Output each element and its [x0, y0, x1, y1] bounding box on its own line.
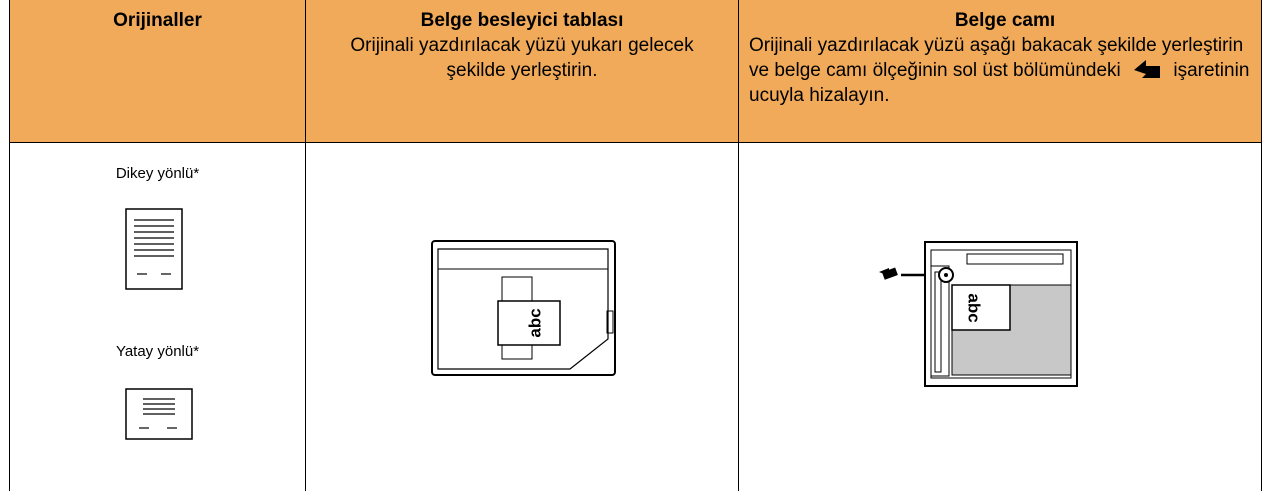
portrait-icon	[125, 208, 183, 290]
column-title: Orijinaller	[113, 10, 202, 31]
original-label: Yatay yönlü*	[115, 343, 200, 360]
header-cell: Belge camı Orijinali yazdırılacak yüzü a…	[739, 0, 1262, 143]
body-cell: abc	[306, 143, 739, 491]
header-cell: Orijinaller	[9, 0, 306, 143]
column-title: Belge camı	[954, 10, 1056, 31]
column-text: işaretinin ucuyla hizalayın.	[749, 60, 1250, 106]
feeder-illustration: abc	[431, 240, 616, 376]
column-text: Orijinali yazdırılacak yüzü aşağı bakaca…	[749, 35, 1244, 81]
illustration-label: abc	[525, 308, 544, 337]
body-cell: abc	[739, 143, 1262, 491]
landscape-icon	[125, 388, 193, 440]
column-text: Orijinali yazdırılacak yüzü yukarı gelec…	[350, 35, 694, 81]
glass-illustration: abc	[879, 241, 1078, 387]
body-cell: Dikey yönlü* Yatay yönlü*	[9, 143, 306, 491]
header-cell: Belge besleyici tablası Orijinali yazdır…	[306, 0, 739, 143]
align-mark-icon	[1134, 60, 1161, 78]
original-label: Dikey yönlü*	[115, 165, 200, 182]
column-title: Belge besleyici tablası	[420, 10, 624, 31]
illustration-label: abc	[965, 293, 984, 322]
